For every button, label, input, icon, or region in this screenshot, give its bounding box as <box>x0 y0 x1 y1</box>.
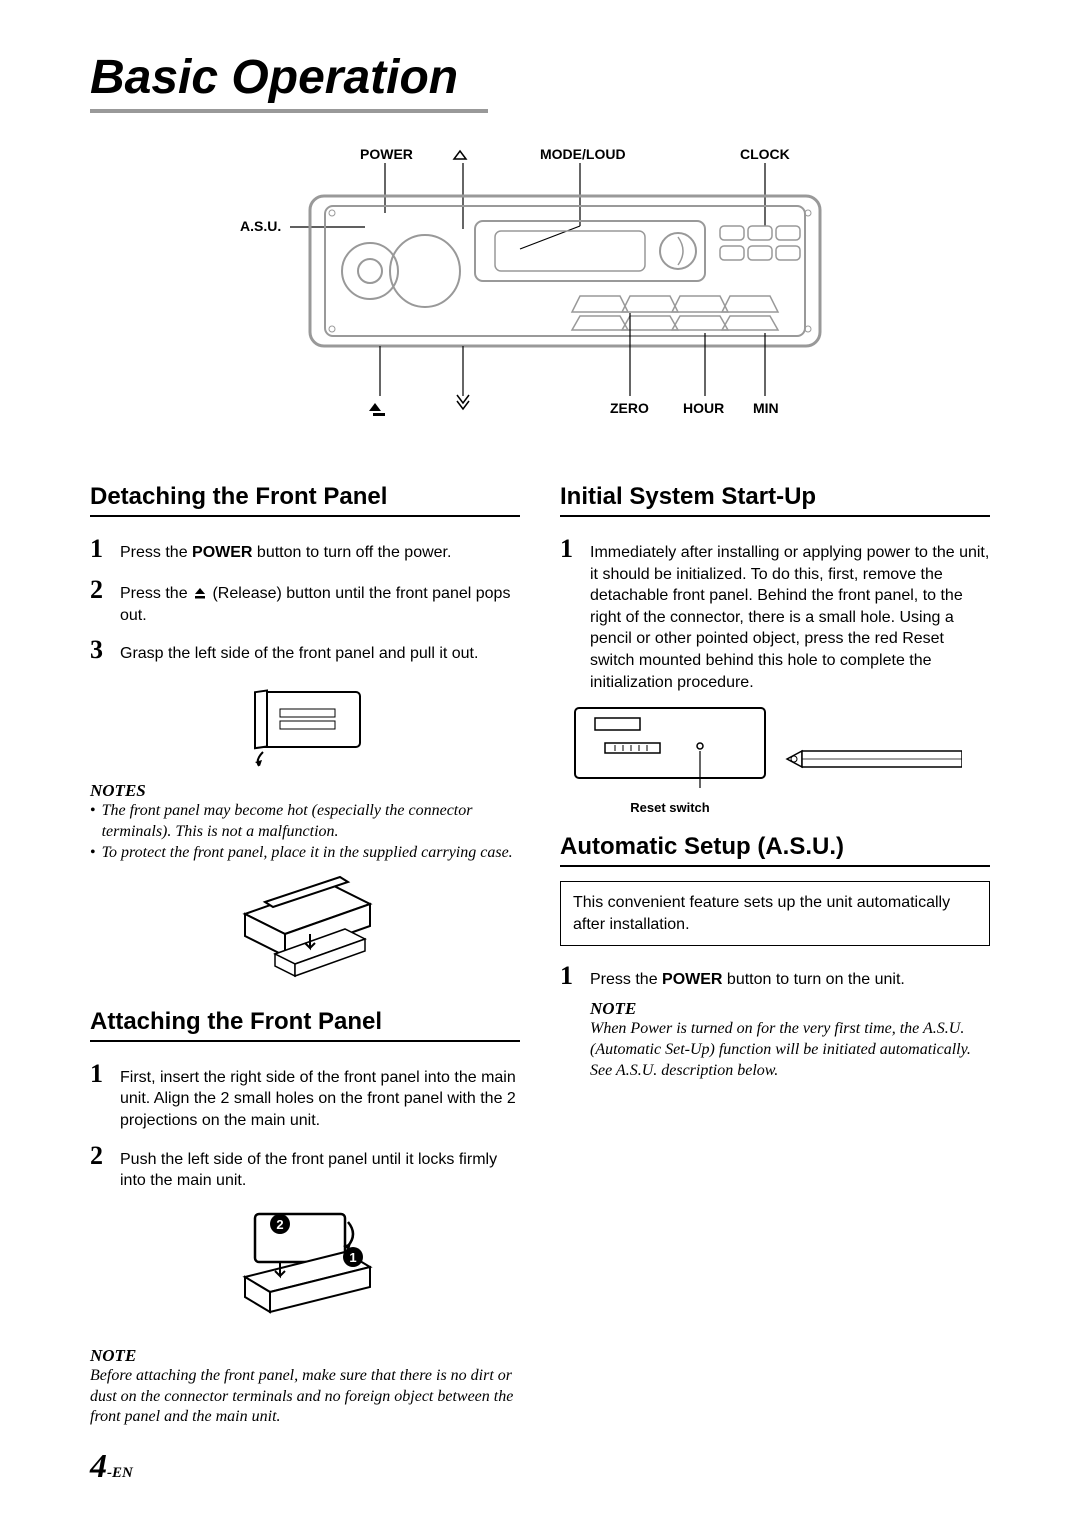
page-title: Basic Operation <box>90 50 488 113</box>
reset-switch-label: Reset switch <box>570 800 770 815</box>
asu-note: When Power is turned on for the very fir… <box>590 1019 990 1081</box>
step-number: 2 <box>90 572 110 607</box>
detaching-notes: The front panel may become hot (especial… <box>90 801 520 863</box>
step-text: Press the POWER button to turn on the un… <box>590 969 990 991</box>
attaching-note: Before attaching the front panel, make s… <box>90 1366 520 1428</box>
label-clock: CLOCK <box>740 146 790 162</box>
page-suffix: -EN <box>107 1465 133 1481</box>
right-column: Initial System Start-Up 1 Immediately af… <box>560 471 990 1428</box>
notes-heading: NOTES <box>90 781 520 801</box>
step-number: 2 <box>90 1138 110 1173</box>
label-zero: ZERO <box>610 400 649 416</box>
note-text: The front panel may become hot (especial… <box>102 801 520 843</box>
label-mode-loud: MODE/LOUD <box>540 146 626 162</box>
step-number: 1 <box>560 958 580 993</box>
step-number: 1 <box>90 531 110 566</box>
step-text: Grasp the left side of the front panel a… <box>120 643 520 665</box>
page-number: 4 <box>90 1448 107 1485</box>
note-text: To protect the front panel, place it in … <box>102 843 513 864</box>
step-text: Immediately after installing or applying… <box>590 542 990 693</box>
eject-icon <box>192 586 208 602</box>
label-min: MIN <box>753 400 779 416</box>
label-hour: HOUR <box>683 400 724 416</box>
heading-attaching: Attaching the Front Panel <box>90 1008 520 1042</box>
device-diagram: POWER MODE/LOUD CLOCK A.S.U. <box>90 141 990 431</box>
pencil-icon <box>782 739 962 779</box>
note-heading: NOTE <box>90 1346 520 1366</box>
step-text: Press the (Release) button until the fro… <box>120 583 520 626</box>
label-power: POWER <box>360 146 413 162</box>
carrying-case-illustration <box>90 874 520 994</box>
label-asu: A.S.U. <box>240 218 281 234</box>
attaching-steps: 1 First, insert the right side of the fr… <box>90 1056 520 1192</box>
detaching-steps: 1 Press the POWER button to turn off the… <box>90 531 520 667</box>
note-heading: NOTE <box>590 999 990 1019</box>
detach-illustration <box>90 677 520 767</box>
step-text: First, insert the right side of the fron… <box>120 1067 520 1132</box>
step-text: Press the POWER button to turn off the p… <box>120 542 520 564</box>
step-number: 3 <box>90 632 110 667</box>
page-footer: 4-EN <box>90 1448 133 1486</box>
svg-text:2: 2 <box>276 1217 283 1232</box>
step-text: Push the left side of the front panel un… <box>120 1149 520 1192</box>
heading-detaching: Detaching the Front Panel <box>90 483 520 517</box>
step-number: 1 <box>90 1056 110 1091</box>
svg-text:1: 1 <box>349 1250 356 1265</box>
step-number: 1 <box>560 531 580 566</box>
heading-asu: Automatic Setup (A.S.U.) <box>560 833 990 867</box>
reset-illustration: Reset switch <box>570 703 990 815</box>
left-column: Detaching the Front Panel 1 Press the PO… <box>90 471 520 1428</box>
asu-steps: 1 Press the POWER button to turn on the … <box>560 958 990 993</box>
heading-startup: Initial System Start-Up <box>560 483 990 517</box>
asu-intro: This convenient feature sets up the unit… <box>560 881 990 946</box>
startup-steps: 1 Immediately after installing or applyi… <box>560 531 990 693</box>
attach-illustration: 2 1 <box>90 1202 520 1332</box>
